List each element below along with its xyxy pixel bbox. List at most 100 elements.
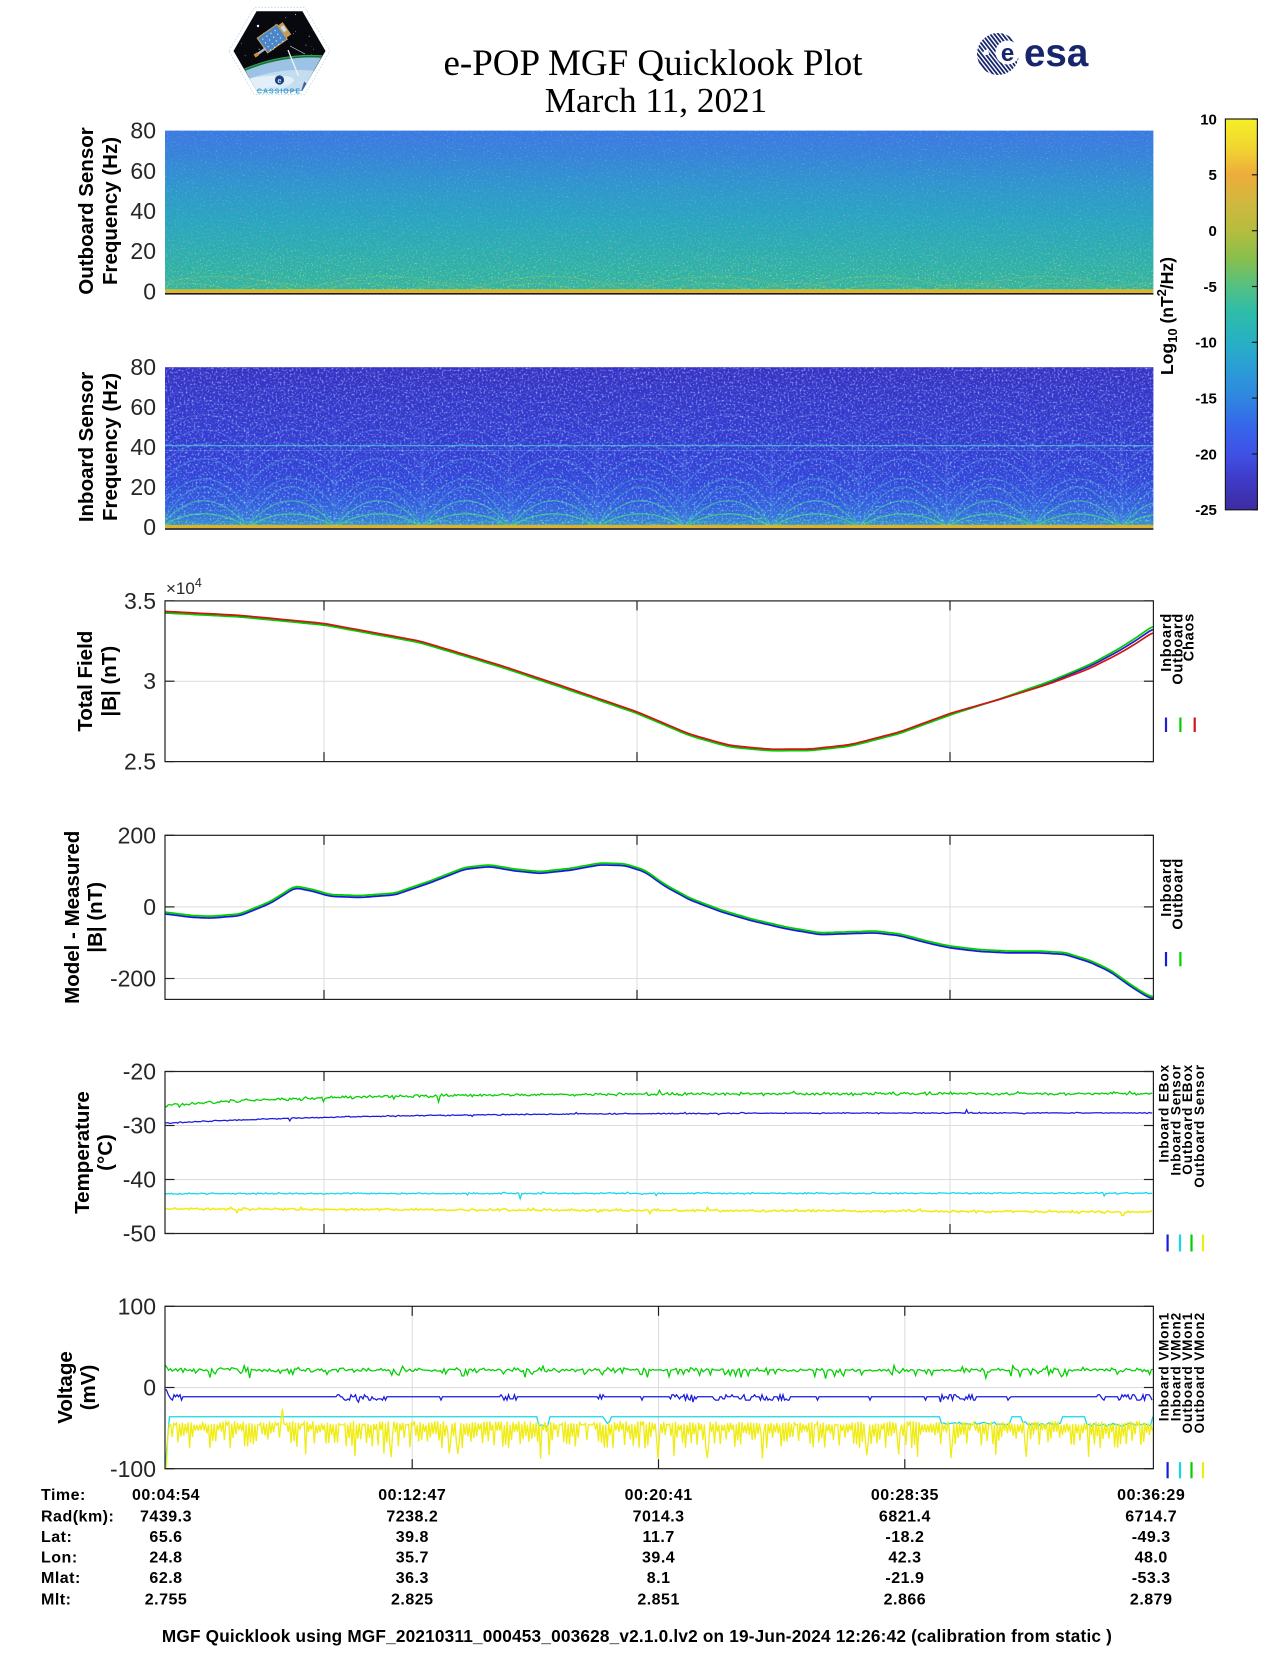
svg-text:(°C): (°C)	[94, 1134, 117, 1171]
svg-text:0: 0	[1209, 223, 1217, 240]
svg-text:39.4: 39.4	[642, 1550, 675, 1567]
svg-text:62.8: 62.8	[149, 1570, 182, 1587]
svg-text:100: 100	[118, 1293, 156, 1319]
svg-text:00:04:54: 00:04:54	[132, 1487, 200, 1504]
svg-text:2.5: 2.5	[124, 749, 156, 775]
svg-text:e: e	[1001, 40, 1014, 67]
svg-text:Total Field: Total Field	[74, 631, 97, 732]
svg-text:esa: esa	[1024, 32, 1089, 75]
svg-text:(mV): (mV)	[77, 1365, 100, 1411]
svg-text:Lon:: Lon:	[41, 1550, 78, 1567]
svg-text:40: 40	[130, 198, 156, 224]
svg-text:0: 0	[143, 1375, 156, 1401]
svg-text:Inboard VMon1: Inboard VMon1	[1157, 1312, 1172, 1421]
svg-text:-20: -20	[1195, 446, 1217, 463]
svg-text:80: 80	[130, 118, 156, 144]
svg-text:7238.2: 7238.2	[386, 1508, 438, 1525]
svg-text:Outboard Sensor: Outboard Sensor	[1192, 1064, 1207, 1188]
svg-text:10: 10	[1200, 111, 1217, 128]
svg-text:|B| (nT): |B| (nT)	[84, 882, 107, 953]
svg-text:Inboard: Inboard	[1159, 613, 1175, 672]
svg-text:36.3: 36.3	[396, 1570, 429, 1587]
svg-text:Inboard Sensor: Inboard Sensor	[1168, 1064, 1183, 1176]
svg-text:Time:: Time:	[41, 1487, 86, 1504]
svg-text:Inboard EBox: Inboard EBox	[1157, 1064, 1172, 1163]
svg-text:Outboard Sensor: Outboard Sensor	[75, 127, 98, 294]
svg-text:0: 0	[143, 278, 156, 304]
svg-text:00:20:41: 00:20:41	[625, 1487, 693, 1504]
svg-text:-10: -10	[1195, 335, 1217, 352]
svg-text:11.7: 11.7	[642, 1529, 674, 1546]
svg-text:00:36:29: 00:36:29	[1117, 1487, 1185, 1504]
svg-text:Outboard VMon1: Outboard VMon1	[1180, 1312, 1195, 1433]
svg-text:00:28:35: 00:28:35	[871, 1487, 939, 1504]
svg-text:March 11, 2021: March 11, 2021	[545, 81, 767, 120]
svg-text:Mlat:: Mlat:	[41, 1570, 81, 1587]
svg-text:Voltage: Voltage	[54, 1351, 77, 1424]
svg-text:Mlt:: Mlt:	[41, 1591, 71, 1608]
svg-text:e: e	[278, 78, 282, 85]
svg-text:48.0: 48.0	[1135, 1550, 1168, 1567]
svg-text:Frequency (Hz): Frequency (Hz)	[99, 137, 122, 285]
svg-text:-5: -5	[1204, 279, 1217, 296]
svg-text:80: 80	[130, 354, 156, 380]
svg-text:3.5: 3.5	[124, 588, 156, 614]
svg-text:Log10 (nT2/Hz): Log10 (nT2/Hz)	[1154, 257, 1180, 375]
svg-text:-18.2: -18.2	[885, 1529, 924, 1546]
svg-text:CASSIOPE: CASSIOPE	[257, 89, 301, 96]
svg-text:42.3: 42.3	[888, 1550, 921, 1567]
svg-text:00:12:47: 00:12:47	[378, 1487, 446, 1504]
svg-text:-20: -20	[123, 1059, 156, 1085]
svg-text:Frequency (Hz): Frequency (Hz)	[99, 373, 122, 521]
svg-text:3: 3	[143, 668, 156, 694]
svg-text:MGF Quicklook using MGF_202103: MGF Quicklook using MGF_20210311_000453_…	[162, 1626, 1112, 1646]
svg-text:60: 60	[130, 158, 156, 184]
svg-text:20: 20	[130, 474, 156, 500]
svg-text:2.851: 2.851	[637, 1591, 680, 1608]
svg-text:20: 20	[130, 238, 156, 264]
svg-text:Outboard: Outboard	[1170, 613, 1186, 685]
svg-text:39.8: 39.8	[396, 1529, 429, 1546]
svg-text:Outboard EBox: Outboard EBox	[1180, 1064, 1195, 1175]
svg-text:200: 200	[118, 822, 156, 848]
svg-text:2.879: 2.879	[1130, 1591, 1173, 1608]
svg-text:35.7: 35.7	[396, 1550, 429, 1567]
svg-text:×104: ×104	[166, 576, 202, 598]
svg-text:Outboard VMon2: Outboard VMon2	[1192, 1312, 1207, 1433]
svg-text:-21.9: -21.9	[885, 1570, 924, 1587]
svg-text:60: 60	[130, 394, 156, 420]
svg-text:|B| (nT): |B| (nT)	[98, 646, 121, 717]
svg-text:Outboard: Outboard	[1170, 858, 1186, 930]
svg-text:7014.3: 7014.3	[633, 1508, 685, 1525]
svg-text:-49.3: -49.3	[1132, 1529, 1171, 1546]
svg-text:Temperature: Temperature	[71, 1091, 94, 1214]
svg-text:Model - Measured: Model - Measured	[61, 831, 84, 1004]
svg-text:7439.3: 7439.3	[140, 1508, 192, 1525]
svg-text:-30: -30	[123, 1113, 156, 1139]
svg-text:Rad(km):: Rad(km):	[41, 1508, 114, 1525]
svg-text:-50: -50	[123, 1221, 156, 1247]
svg-text:Chaos: Chaos	[1182, 613, 1198, 661]
svg-text:6821.4: 6821.4	[879, 1508, 931, 1525]
svg-text:Lat:: Lat:	[41, 1529, 72, 1546]
svg-text:65.6: 65.6	[149, 1529, 182, 1546]
svg-text:5: 5	[1209, 167, 1217, 184]
svg-text:Inboard: Inboard	[1159, 858, 1175, 917]
svg-text:0: 0	[143, 894, 156, 920]
svg-text:2.866: 2.866	[884, 1591, 927, 1608]
svg-text:24.8: 24.8	[149, 1550, 182, 1567]
svg-text:2.755: 2.755	[145, 1591, 188, 1608]
svg-text:-40: -40	[123, 1167, 156, 1193]
svg-text:6714.7: 6714.7	[1125, 1508, 1177, 1525]
svg-text:-100: -100	[110, 1456, 156, 1482]
svg-text:-53.3: -53.3	[1132, 1570, 1171, 1587]
svg-text:8.1: 8.1	[647, 1570, 671, 1587]
svg-text:40: 40	[130, 434, 156, 460]
svg-text:Inboard Sensor: Inboard Sensor	[75, 372, 98, 522]
svg-text:-25: -25	[1195, 502, 1217, 519]
svg-text:Inboard VMon2: Inboard VMon2	[1168, 1312, 1183, 1421]
svg-text:2.825: 2.825	[391, 1591, 434, 1608]
svg-text:0: 0	[143, 514, 156, 540]
svg-text:-15: -15	[1195, 390, 1217, 407]
svg-text:-200: -200	[110, 966, 156, 992]
